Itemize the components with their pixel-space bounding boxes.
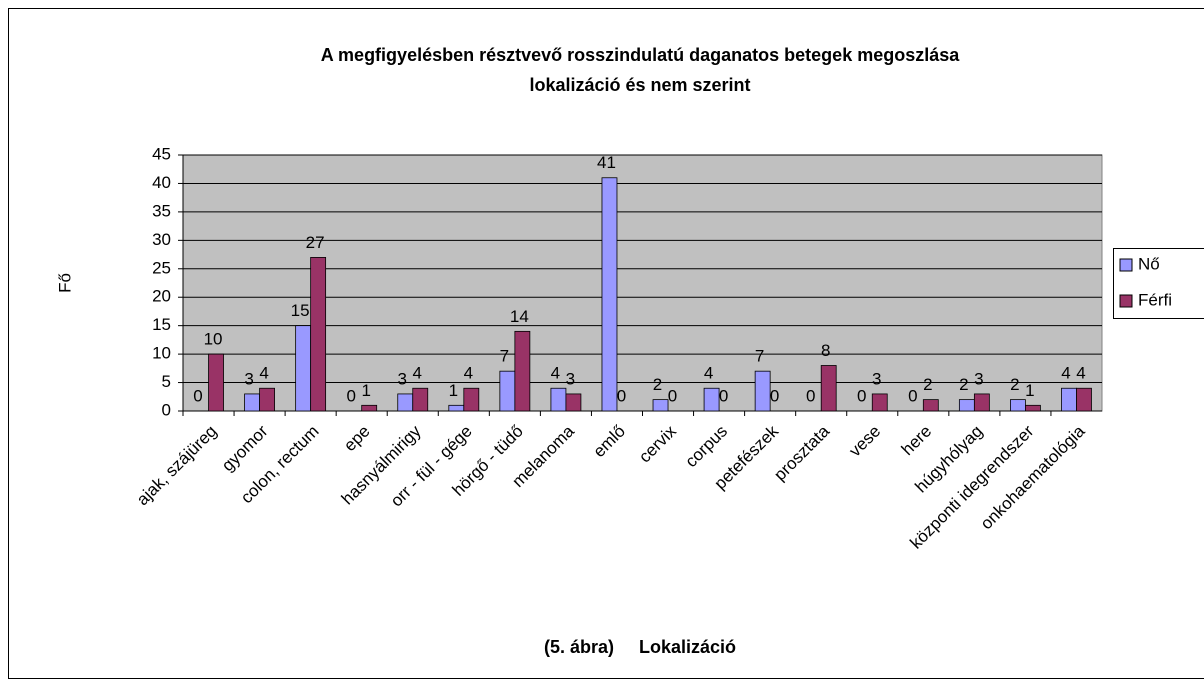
bar <box>1076 387 1092 412</box>
y-tick-label: 20 <box>152 287 171 306</box>
y-axis-label: Fő <box>55 273 74 293</box>
legend-label: Férfi <box>1138 290 1172 309</box>
data-label: 3 <box>872 369 881 388</box>
data-label: 3 <box>398 369 407 388</box>
bar <box>448 404 465 412</box>
data-label: 0 <box>806 386 815 405</box>
bar <box>565 393 582 412</box>
bar <box>973 393 990 412</box>
data-label: 2 <box>959 375 968 394</box>
bar <box>499 370 516 412</box>
y-tick-label: 5 <box>162 372 171 391</box>
data-label: 41 <box>597 153 616 172</box>
bar <box>958 399 975 412</box>
data-label: 7 <box>755 347 764 366</box>
data-label: 0 <box>857 386 866 405</box>
data-label: 4 <box>1076 364 1085 383</box>
data-label: 0 <box>668 386 677 405</box>
bar <box>397 393 414 412</box>
bar <box>871 393 888 412</box>
data-label: 0 <box>193 386 202 405</box>
bar <box>754 370 771 412</box>
data-label: 14 <box>510 307 529 326</box>
bar <box>601 177 618 412</box>
x-axis-label: (5. ábra) Lokalizáció <box>544 637 736 657</box>
y-tick-label: 10 <box>152 344 171 363</box>
data-label: 3 <box>244 369 253 388</box>
data-label: 27 <box>306 233 325 252</box>
data-label: 7 <box>500 347 509 366</box>
bar <box>208 353 224 412</box>
data-label: 1 <box>449 381 458 400</box>
data-label: 0 <box>346 386 355 405</box>
data-label: 4 <box>259 364 268 383</box>
data-label: 1 <box>1025 381 1034 400</box>
y-tick-label: 40 <box>152 173 171 192</box>
bar <box>550 387 567 412</box>
bar <box>820 365 837 412</box>
data-label: 2 <box>923 375 932 394</box>
bar <box>652 399 669 412</box>
y-tick-label: 35 <box>152 201 171 220</box>
y-tick-label: 25 <box>152 258 171 277</box>
y-tick-label: 45 <box>152 144 171 163</box>
data-label: 10 <box>204 330 223 349</box>
bar <box>922 399 939 412</box>
bar <box>703 387 720 412</box>
bar <box>295 325 312 412</box>
chart-title: lokalizáció és nem szerint <box>529 75 750 95</box>
data-label: 0 <box>617 386 626 405</box>
data-label: 0 <box>770 386 779 405</box>
y-tick-label: 30 <box>152 230 171 249</box>
data-label: 2 <box>653 375 662 394</box>
data-label: 15 <box>291 301 310 320</box>
bar <box>463 387 480 412</box>
data-label: 2 <box>1010 375 1019 394</box>
data-label: 4 <box>551 364 560 383</box>
legend-swatch <box>1119 294 1133 308</box>
bar <box>412 387 429 412</box>
y-tick-label: 15 <box>152 315 171 334</box>
data-label: 0 <box>719 386 728 405</box>
bar <box>514 330 531 412</box>
bar <box>310 256 327 412</box>
data-label: 3 <box>566 369 575 388</box>
data-label: 1 <box>361 381 370 400</box>
data-label: 4 <box>413 364 422 383</box>
y-tick-label: 0 <box>162 400 171 419</box>
plot-area <box>182 154 1103 412</box>
legend-swatch <box>1119 258 1133 272</box>
bar <box>1061 387 1077 412</box>
bar <box>1010 399 1026 412</box>
data-label: 3 <box>974 369 983 388</box>
data-label: 4 <box>704 364 713 383</box>
chart-title: A megfigyelésben résztvevő rosszindulatú… <box>321 45 961 65</box>
legend-label: Nő <box>1138 254 1160 273</box>
bar <box>244 393 260 412</box>
data-label: 4 <box>1061 364 1070 383</box>
data-label: 0 <box>908 386 917 405</box>
bar <box>1025 404 1041 412</box>
bar <box>259 387 275 412</box>
bar <box>361 404 378 412</box>
data-label: 8 <box>821 341 830 360</box>
data-label: 4 <box>464 364 473 383</box>
